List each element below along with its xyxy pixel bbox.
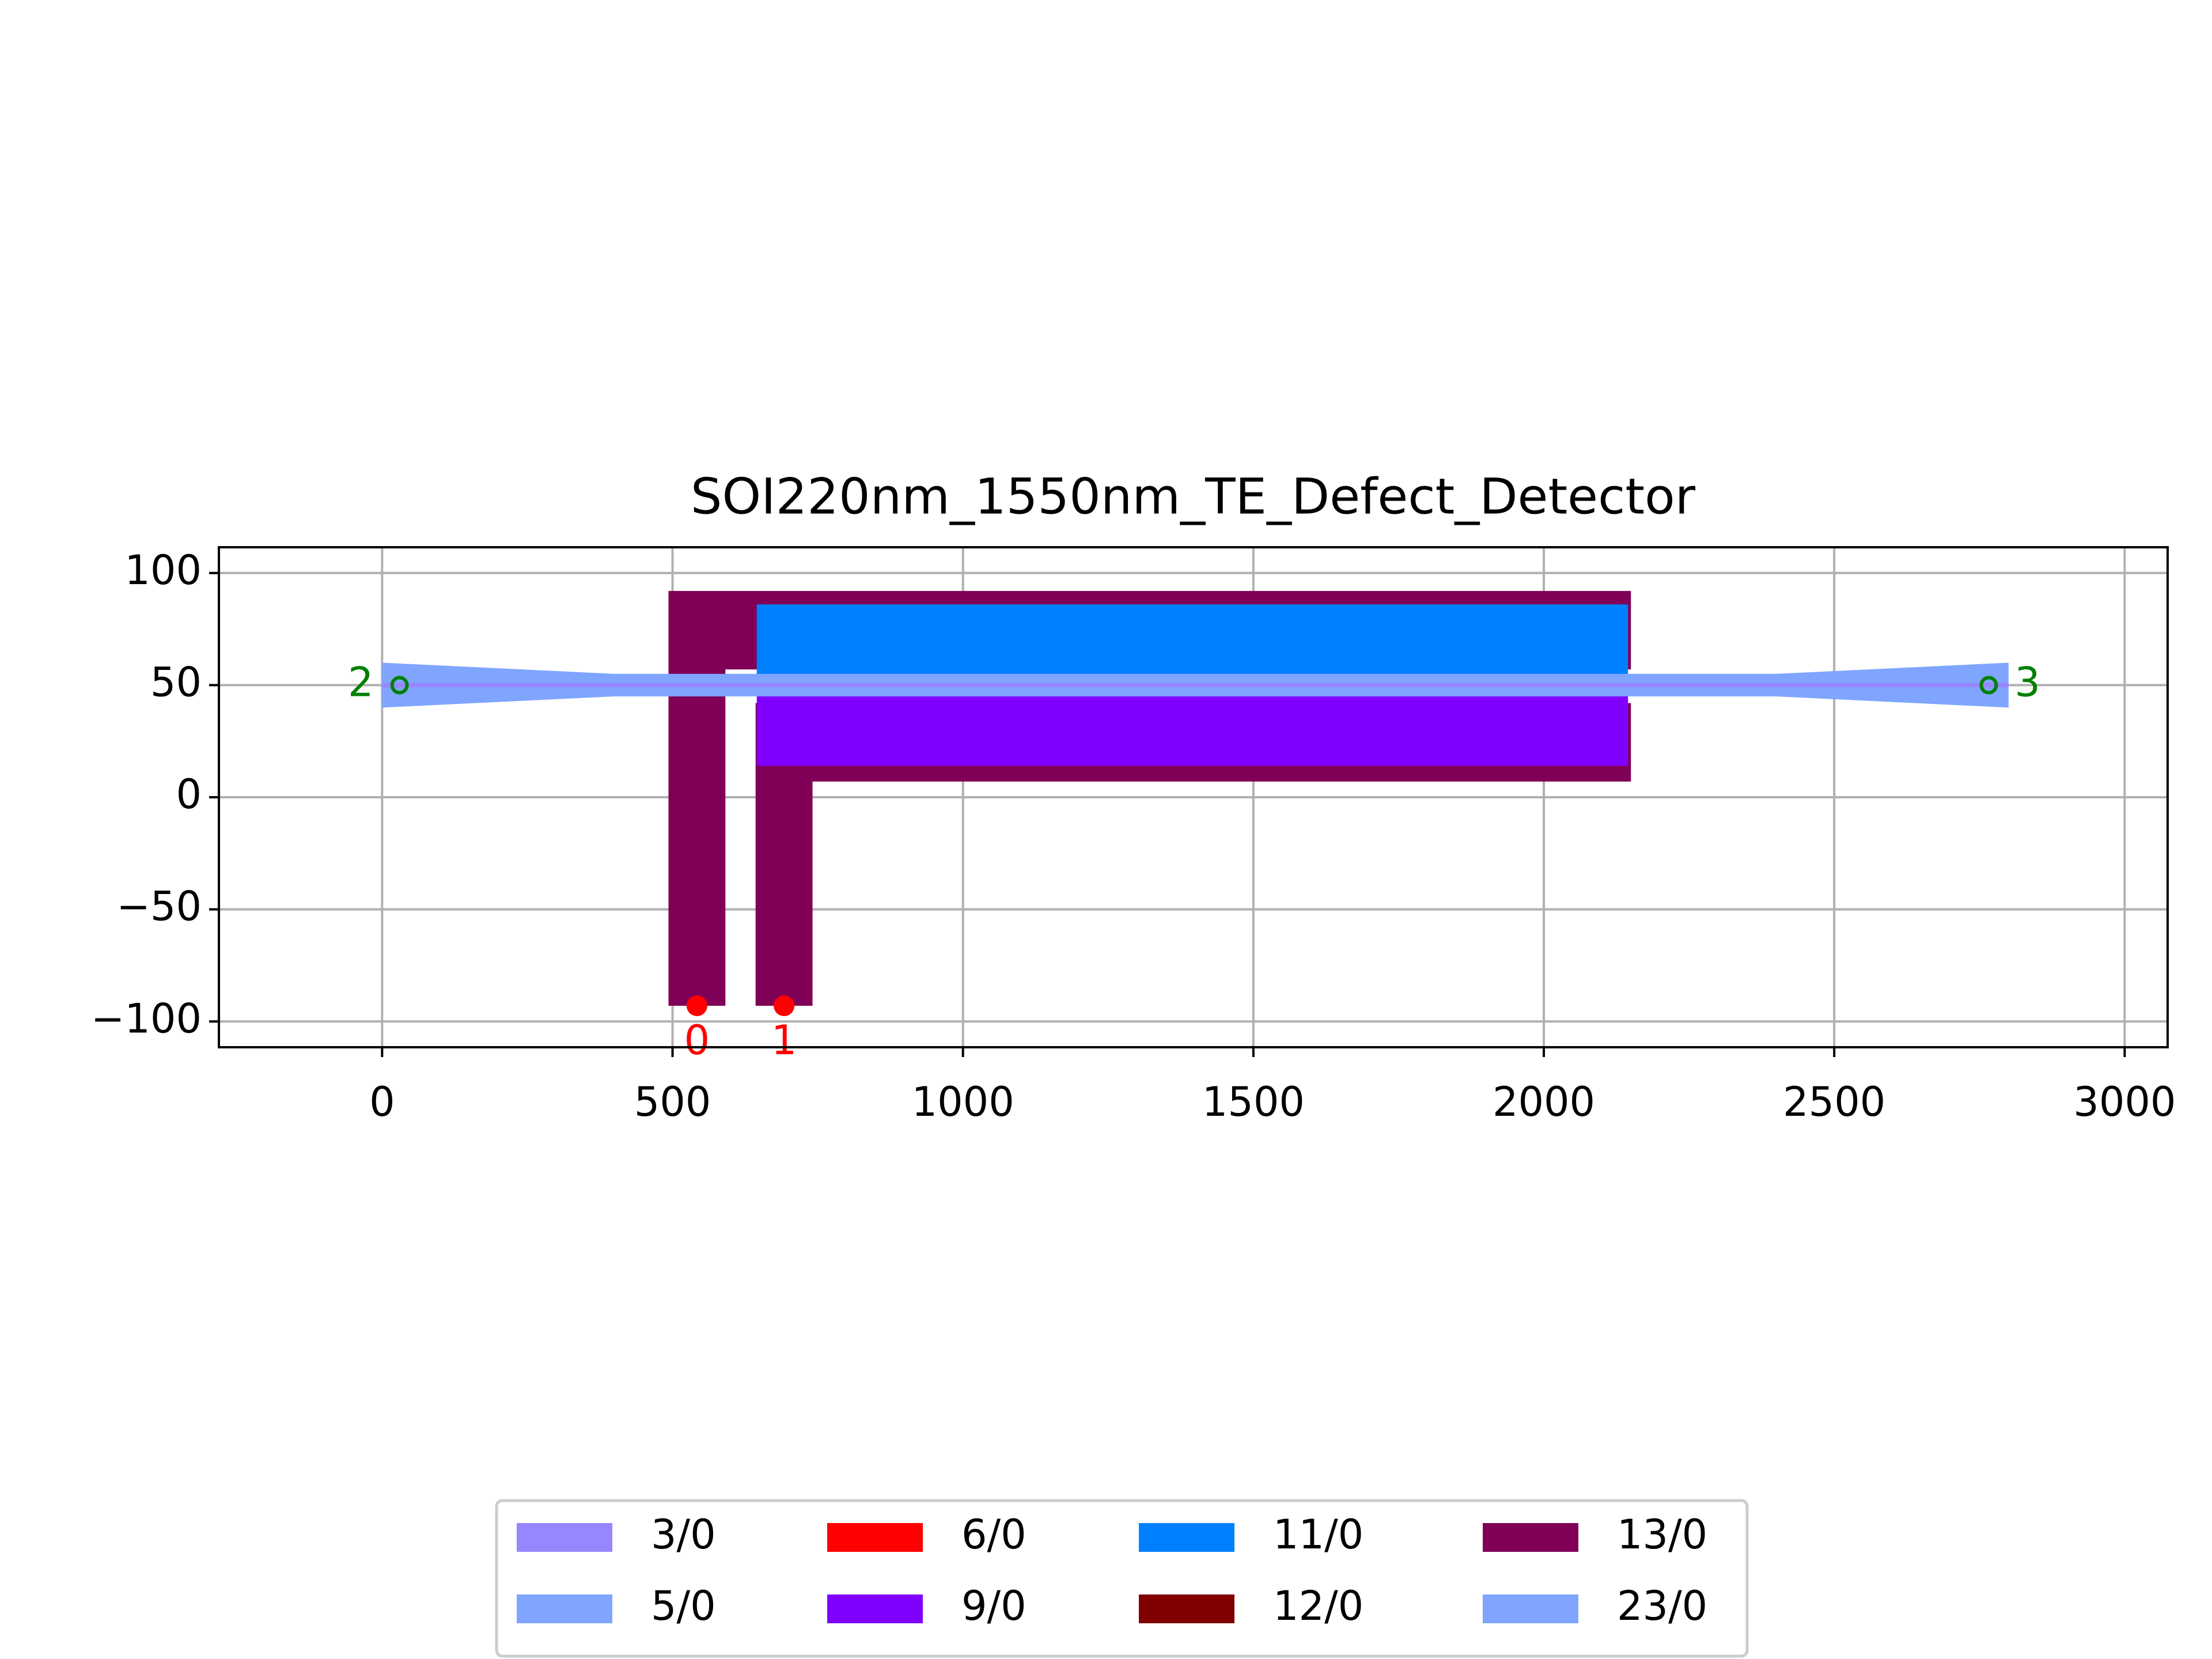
port-marker <box>686 995 707 1016</box>
y-tick-label: −50 <box>116 883 202 930</box>
legend-swatch <box>1483 1523 1578 1552</box>
legend-swatch <box>1139 1594 1234 1623</box>
port-marker <box>390 676 409 695</box>
y-tick-label: 0 <box>176 771 202 818</box>
x-tick-label: 1000 <box>912 1078 1014 1126</box>
layer-polygon <box>756 604 1628 685</box>
plot-area <box>382 590 2009 1006</box>
axes-frame <box>218 546 2169 1048</box>
x-tick-label: 0 <box>369 1078 395 1126</box>
legend-box <box>495 1499 1749 1658</box>
legend-label: 5/0 <box>651 1582 716 1630</box>
x-tick-label: 500 <box>634 1078 711 1126</box>
port-marker <box>774 995 795 1016</box>
chart-title: SOI220nm_1550nm_TE_Defect_Detector <box>691 468 1696 525</box>
legend-swatch <box>827 1523 923 1552</box>
legend-label: 12/0 <box>1273 1582 1363 1630</box>
legend-label: 9/0 <box>961 1582 1027 1630</box>
port-marker <box>1979 676 1998 695</box>
y-tick-label: −100 <box>91 995 202 1042</box>
y-tick-label: 100 <box>124 547 202 594</box>
legend-swatch <box>517 1523 612 1552</box>
layer-polygon <box>756 685 1628 766</box>
y-tick-label: 50 <box>150 658 202 706</box>
port-label: 2 <box>348 658 374 706</box>
layer-polygon <box>755 703 1631 1006</box>
legend-label: 11/0 <box>1273 1511 1363 1558</box>
legend-swatch <box>517 1594 612 1623</box>
legend-swatch <box>827 1594 923 1623</box>
port-label: 3 <box>2014 658 2040 706</box>
layer-polygon <box>382 683 2009 688</box>
legend-label: 6/0 <box>961 1511 1027 1558</box>
x-tick-label: 2000 <box>1493 1078 1595 1126</box>
legend-label: 13/0 <box>1617 1511 1707 1558</box>
x-tick-label: 1500 <box>1202 1078 1305 1126</box>
port-label: 0 <box>684 1017 710 1064</box>
legend-swatch <box>1139 1523 1234 1552</box>
legend-swatch <box>1483 1594 1578 1623</box>
legend-label: 23/0 <box>1617 1582 1707 1630</box>
port-label: 1 <box>771 1017 797 1064</box>
x-tick-label: 2500 <box>1783 1078 1885 1126</box>
legend-label: 3/0 <box>651 1511 716 1558</box>
x-tick-label: 3000 <box>2073 1078 2176 1126</box>
